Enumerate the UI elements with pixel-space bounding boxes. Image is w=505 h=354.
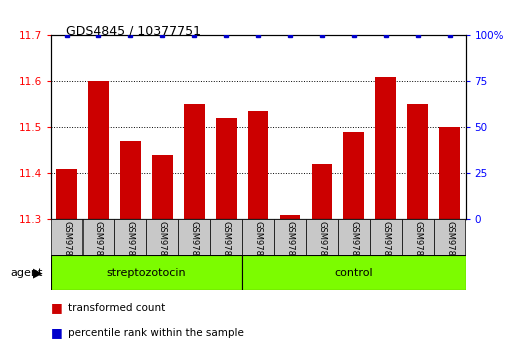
Bar (401, 219, 433, 255)
Text: GSM978546: GSM978546 (189, 221, 198, 272)
Bar (337, 219, 369, 255)
Text: GDS4845 / 10377751: GDS4845 / 10377751 (66, 25, 200, 38)
Text: ■: ■ (50, 302, 62, 314)
Bar (306, 219, 337, 255)
Bar (215, 118, 236, 219)
Text: GSM978538: GSM978538 (348, 221, 358, 272)
Bar (279, 215, 300, 219)
Bar (311, 164, 332, 219)
Text: control: control (334, 268, 372, 278)
Bar (247, 111, 268, 219)
Bar (242, 219, 273, 255)
Bar (210, 219, 241, 255)
Text: ■: ■ (50, 326, 62, 339)
Text: ▶: ▶ (33, 266, 43, 279)
Bar (152, 155, 172, 219)
Bar (114, 219, 146, 255)
Text: GSM978547: GSM978547 (221, 221, 230, 272)
Bar (183, 104, 204, 219)
Bar (88, 81, 109, 219)
Bar (50, 219, 82, 255)
Bar (82, 219, 114, 255)
Text: GSM978540: GSM978540 (412, 221, 421, 272)
Bar (56, 169, 77, 219)
Bar (375, 77, 395, 219)
Bar (343, 132, 364, 219)
Text: GSM978539: GSM978539 (380, 221, 389, 272)
Text: GSM978537: GSM978537 (317, 221, 326, 272)
Bar (407, 104, 427, 219)
Bar (120, 141, 140, 219)
Text: GSM978541: GSM978541 (444, 221, 453, 272)
Bar (146, 219, 178, 255)
Bar (241, 255, 465, 290)
Text: GSM978543: GSM978543 (94, 221, 103, 272)
Text: GSM978544: GSM978544 (126, 221, 135, 272)
Text: streptozotocin: streptozotocin (107, 268, 186, 278)
Text: transformed count: transformed count (68, 303, 165, 313)
Bar (274, 219, 306, 255)
Bar (369, 219, 401, 255)
Bar (438, 127, 459, 219)
Bar (433, 219, 465, 255)
Bar (178, 219, 210, 255)
Bar (50, 255, 241, 290)
Text: agent: agent (10, 268, 42, 278)
Text: GSM978545: GSM978545 (158, 221, 167, 272)
Text: GSM978542: GSM978542 (62, 221, 71, 272)
Text: GSM978536: GSM978536 (285, 221, 294, 272)
Text: GSM978535: GSM978535 (253, 221, 262, 272)
Text: percentile rank within the sample: percentile rank within the sample (68, 328, 244, 338)
